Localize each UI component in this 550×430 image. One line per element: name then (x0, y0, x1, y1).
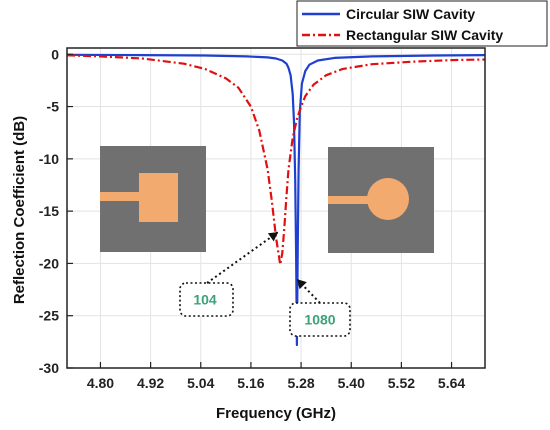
y-tick-label: -10 (39, 151, 59, 167)
legend-label-rectangular: Rectangular SIW Cavity (346, 27, 503, 43)
y-tick-label: -15 (39, 203, 59, 219)
legend-label-circular: Circular SIW Cavity (346, 6, 475, 22)
x-tick-label: 4.80 (87, 375, 114, 391)
plot-frame (66, 47, 486, 369)
x-axis-title: Frequency (GHz) (216, 405, 336, 422)
series-line-circular (67, 53, 485, 347)
annotations: 104 1080 (179, 231, 351, 337)
insets (100, 146, 434, 253)
rectangular-patch (139, 173, 178, 222)
y-tick-label: -20 (39, 255, 59, 271)
legend: Circular SIW Cavity Rectangular SIW Cavi… (296, 0, 548, 47)
annotation-arrow (296, 278, 321, 304)
y-tick-label: -30 (39, 360, 59, 376)
x-tick-label: 5.28 (287, 375, 314, 391)
y-tick-label: -5 (47, 99, 60, 115)
legend-box (296, 0, 548, 47)
series-line-rectangular (67, 54, 485, 266)
annotation-arrowhead (267, 232, 279, 242)
x-tick-label: 5.64 (438, 375, 465, 391)
annotation-label: 104 (193, 292, 217, 308)
annotation-label: 1080 (304, 312, 335, 328)
circular-patch (367, 178, 409, 220)
y-tick-label: 0 (51, 46, 59, 62)
x-tick-label: 5.40 (338, 375, 365, 391)
annotation-arrowhead (296, 279, 307, 290)
ticks: 4.80 4.92 5.04 5.16 5.28 5.40 5.52 5.64 0 -5 -10 -1… (39, 46, 466, 391)
x-tick-label: 4.92 (137, 375, 164, 391)
y-tick-label: -25 (39, 308, 59, 324)
rectangular-feed-line (100, 192, 140, 201)
x-tick-label: 5.04 (187, 375, 214, 391)
circular-feed-line (328, 196, 370, 204)
series-layer (67, 53, 485, 347)
x-tick-label: 5.16 (237, 375, 264, 391)
x-tick-label: 5.52 (388, 375, 415, 391)
annotation-box (179, 282, 234, 317)
y-axis-title: Reflection Coefficient (dB) (11, 116, 28, 304)
